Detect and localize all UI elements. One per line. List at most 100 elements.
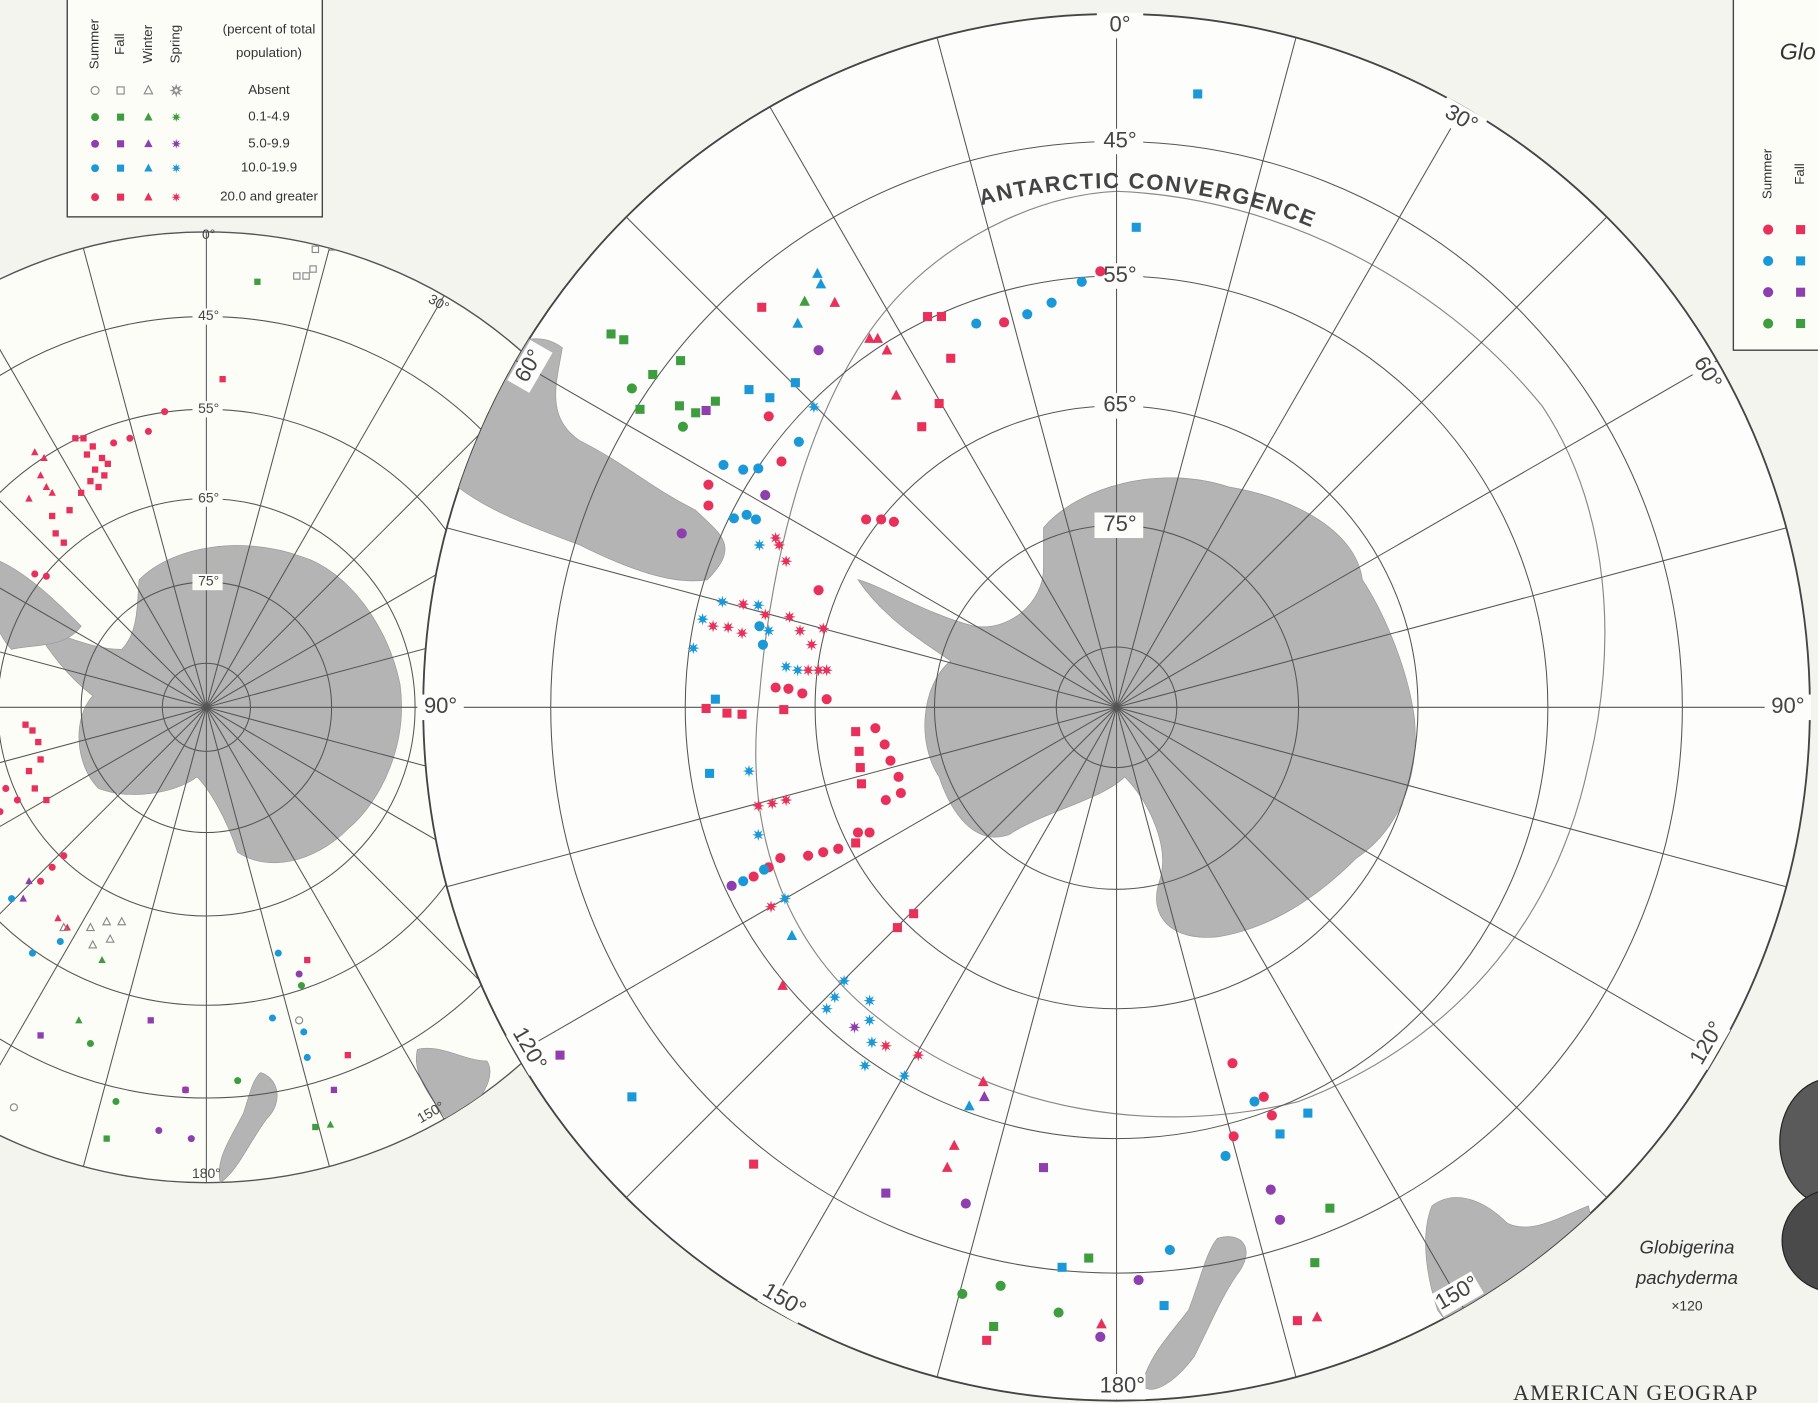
legend-unit: population) [236,45,302,60]
sample-marker [923,312,933,322]
sample-marker [2,784,10,792]
sample-marker [25,494,33,502]
legend-class: 20.0 and greater [220,189,318,204]
meridian [0,370,207,708]
sample-marker [1265,1184,1276,1195]
meridian [515,706,1117,1055]
sample-marker [1164,1244,1175,1255]
sample-marker [791,664,804,677]
south-america [451,338,726,582]
sample-marker [187,1135,195,1143]
sample-marker [909,909,919,919]
latitude-label: 45° [1103,127,1136,152]
sample-marker [820,1002,833,1015]
sample-marker [268,1014,276,1022]
sample-marker [1763,224,1774,235]
sample-marker [912,1048,925,1062]
sample-marker [783,610,796,623]
sample-marker [110,439,118,447]
meridian [205,707,445,1120]
sample-marker [710,694,720,704]
sample-marker [635,404,645,414]
sample-marker [103,1135,110,1142]
meridian [936,707,1118,1378]
sample-marker [812,267,823,278]
sample-marker [701,703,711,713]
sample-marker [9,1103,19,1112]
sample-marker [749,1159,759,1169]
sample-marker [735,626,749,640]
sample-marker [35,738,42,746]
specimen-name: pachyderma [1635,1267,1738,1288]
sample-marker [881,1188,891,1198]
sample-marker [37,1032,44,1039]
sample-marker [25,877,33,885]
sample-marker [42,482,51,490]
sample-marker [171,192,182,202]
sample-marker [805,638,818,651]
sample-marker [737,597,750,611]
sample-marker [161,408,169,416]
label-backdrop [1099,1373,1146,1400]
sample-marker [219,376,226,383]
sample-marker [753,463,764,474]
meridian [205,247,330,708]
meridian-label: 0° [202,226,215,242]
meridian-label: 90° [1771,693,1804,718]
sample-marker [1053,1307,1064,1318]
sample-marker [25,767,33,775]
sample-marker [627,1092,637,1102]
latitude-label: 75° [1103,511,1136,536]
right-legend: Glo Summer Fall [1732,0,1818,351]
sample-marker [982,1335,992,1345]
sample-marker [748,871,759,882]
sample-marker [1796,287,1806,297]
legend-class: 10.0-19.9 [241,160,297,175]
sample-marker [31,570,39,578]
sample-marker [312,1123,319,1131]
sample-marker [302,272,310,280]
sample-marker [757,302,767,312]
meridian [1116,106,1464,708]
meridian [0,469,207,708]
sample-marker [75,1016,83,1024]
latitude-label: 65° [1103,392,1136,417]
sample-marker [295,1016,304,1025]
sample-marker [737,709,747,719]
sample-marker [854,746,864,756]
sample-marker [999,317,1010,328]
sample-marker [812,664,825,677]
label-backdrop [506,1022,552,1076]
sample-marker [752,799,765,812]
legend-class: 0.1-4.9 [248,109,290,124]
sample-marker [957,1288,968,1300]
sample-marker [995,1280,1006,1291]
label-backdrop [1094,128,1144,155]
specimen-drawing [1781,1191,1818,1291]
sample-marker [960,1198,971,1209]
latitude-label: 75° [198,573,219,589]
sample-marker [91,113,100,122]
sample-marker [813,585,824,596]
latitude-label: 55° [198,400,219,416]
sample-marker [799,295,810,306]
sample-marker [753,538,766,552]
sample-marker [555,1050,565,1060]
legend-season: Summer [87,18,102,69]
sample-marker [773,538,786,552]
sample-marker [706,620,720,633]
sample-marker [274,949,282,957]
sample-marker [864,827,875,838]
specimen-drawing [1779,1080,1818,1205]
sample-marker [144,139,153,148]
sample-marker [98,454,106,462]
sample-marker [59,922,69,932]
sample-marker [91,466,99,473]
sample-marker [144,192,153,201]
sample-marker [303,1053,311,1061]
sample-marker [851,727,861,737]
sample-marker [890,389,902,400]
sample-marker [754,621,765,632]
latitude-label: 55° [1103,262,1136,287]
sample-marker [101,916,112,926]
